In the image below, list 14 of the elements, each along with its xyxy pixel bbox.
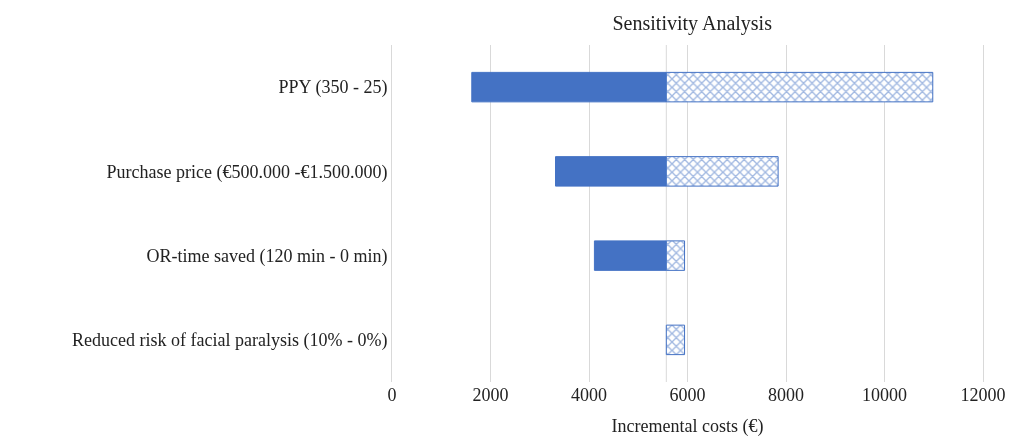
x-tick-label: 4000 xyxy=(571,385,607,405)
x-tick-label: 2000 xyxy=(472,385,509,405)
y-tick-label: OR-time saved (120 min - 0 min) xyxy=(146,245,388,267)
x-tick-label: 10000 xyxy=(862,385,907,405)
x-axis-title: Incremental costs (€) xyxy=(611,416,764,438)
x-tick-label: 0 xyxy=(387,385,397,405)
y-tick-label: Reduced risk of facial paralysis (10% - 0%) xyxy=(72,330,388,352)
bar xyxy=(665,324,686,356)
x-tick-label: 8000 xyxy=(768,385,804,405)
y-tick-label: Purchase price (€500.000 -€1.500.000) xyxy=(106,161,388,183)
x-tick-label: 12000 xyxy=(960,385,1006,405)
x-tick-label: 6000 xyxy=(669,385,706,405)
y-tick-label: PPY (350 - 25) xyxy=(278,77,388,99)
chart-title: Sensitivity Analysis xyxy=(612,11,773,35)
